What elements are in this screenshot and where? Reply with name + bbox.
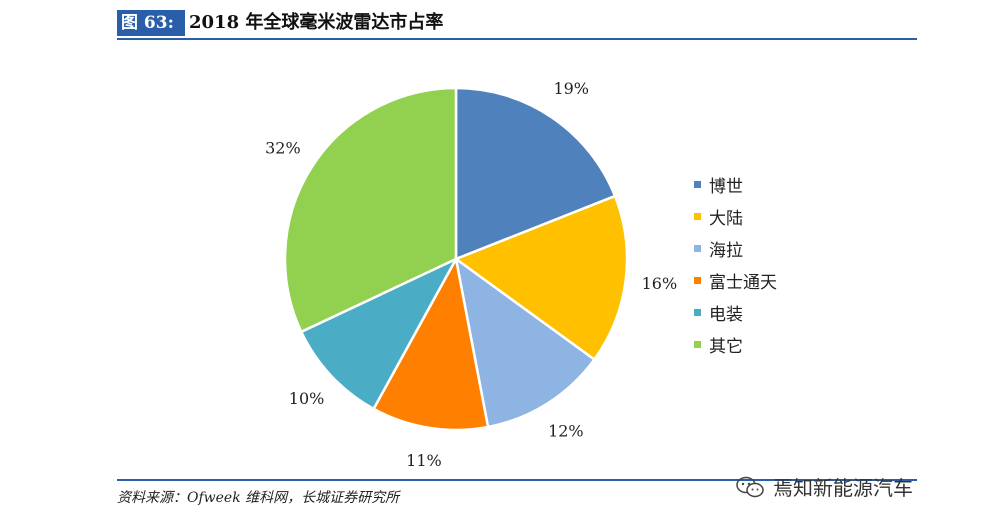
footer-divider: [117, 479, 917, 481]
slice-label-3: 12%: [548, 422, 584, 441]
pie-slice-3: [454, 256, 597, 429]
legend-swatch: [694, 340, 701, 348]
legend-label: 其它: [709, 336, 743, 357]
source-note: 资料来源：Ofweek 维科网，长城证券研究所: [117, 490, 400, 506]
figure-header: 图 63: 2018 年全球毫米波雷达市占率: [117, 8, 917, 40]
legend-swatch: [694, 308, 701, 316]
pie-slice-2: [453, 194, 629, 362]
pie-slice-1: [454, 86, 617, 261]
figure-number: 图 63:: [117, 10, 185, 36]
slice-label-1: 19%: [553, 79, 589, 98]
slice-label-6: 32%: [265, 139, 301, 158]
legend-swatch: [694, 276, 701, 284]
slice-label-2: 16%: [642, 274, 678, 293]
legend-swatch: [694, 244, 701, 252]
legend-item-6: 其它: [694, 328, 777, 360]
chart-legend: 博世大陆海拉富士通天电装其它: [694, 168, 777, 360]
watermark-text: 焉知新能源汽车: [773, 476, 913, 500]
legend-label: 海拉: [709, 240, 743, 261]
slice-label-5: 10%: [289, 389, 325, 408]
slice-label-4: 11%: [406, 451, 442, 470]
pie-slice-4: [371, 255, 490, 432]
legend-item-1: 博世: [694, 168, 777, 200]
legend-label: 电装: [709, 304, 743, 325]
pie-chart: 19% 16% 12% 11% 10% 32%: [265, 79, 678, 470]
watermark: 焉知新能源汽车: [735, 472, 913, 501]
figure-title: 2018 年全球毫米波雷达市占率: [189, 12, 444, 33]
legend-item-4: 富士通天: [694, 264, 777, 296]
legend-item-3: 海拉: [694, 232, 777, 264]
legend-swatch: [694, 180, 701, 188]
legend-swatch: [694, 212, 701, 220]
legend-label: 富士通天: [709, 272, 777, 293]
legend-item-5: 电装: [694, 296, 777, 328]
legend-item-2: 大陆: [694, 200, 777, 232]
legend-label: 大陆: [709, 208, 743, 229]
pie-slice-5: [299, 256, 459, 411]
legend-label: 博世: [709, 176, 743, 197]
wechat-icon: [736, 476, 764, 497]
pie-slice-6: [283, 86, 458, 334]
